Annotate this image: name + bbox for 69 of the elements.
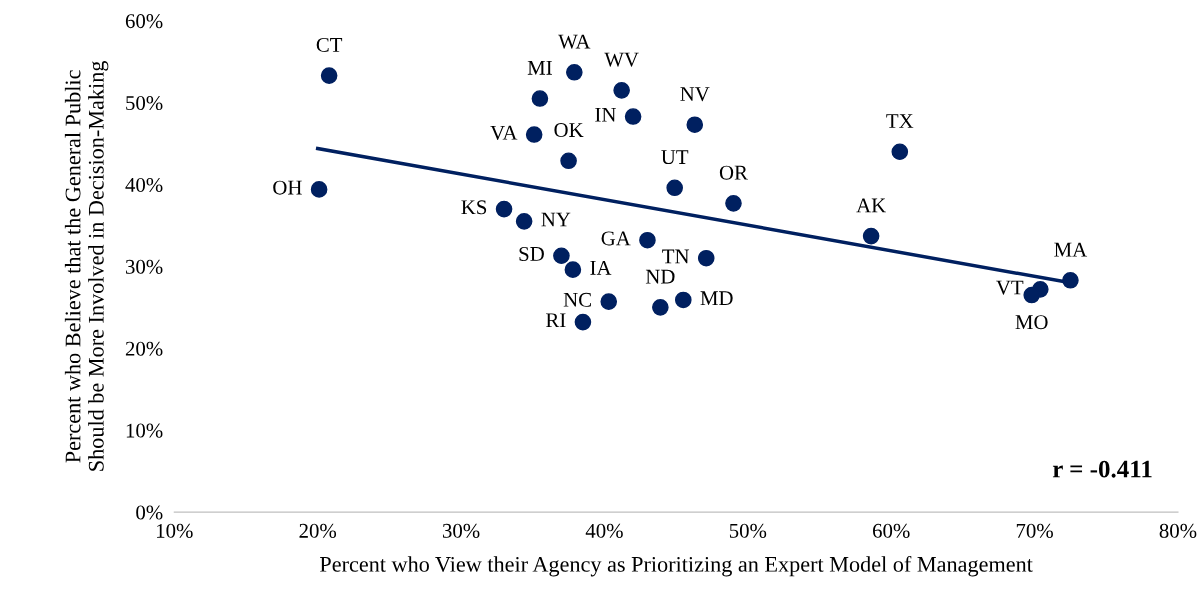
point bbox=[495, 200, 513, 218]
annotation: VT bbox=[996, 280, 1024, 295]
point bbox=[674, 291, 692, 309]
annotation: OR bbox=[719, 165, 748, 180]
point bbox=[652, 299, 669, 316]
point bbox=[574, 313, 592, 331]
point bbox=[320, 67, 338, 84]
y-tick-label: 0% bbox=[136, 505, 163, 520]
annotation: IN bbox=[595, 107, 616, 122]
y-tick-label: 40% bbox=[125, 177, 163, 193]
annotation: RI bbox=[546, 313, 566, 328]
annotation: AK bbox=[856, 198, 886, 213]
x-tick-label: 40% bbox=[585, 523, 623, 538]
point bbox=[525, 126, 543, 143]
annotation: ND bbox=[645, 269, 675, 284]
annotation: MO bbox=[1015, 315, 1048, 330]
annotation: IA bbox=[590, 260, 612, 275]
annotation: UT bbox=[661, 150, 689, 165]
x-tick-label: 30% bbox=[442, 523, 480, 538]
y-axis-title: Percent who Believe that the General Public Should be More Involved in Decision-Making bbox=[64, 60, 109, 471]
point bbox=[862, 227, 880, 245]
x-tick-label: 70% bbox=[1016, 523, 1053, 538]
annotation: VA bbox=[490, 125, 518, 140]
annotation: KS bbox=[461, 200, 487, 215]
point bbox=[891, 143, 909, 161]
x-tick-label: 20% bbox=[299, 523, 337, 538]
annotation: MD bbox=[700, 291, 733, 306]
point bbox=[613, 82, 630, 99]
annotation: OH bbox=[273, 180, 302, 195]
annotation: OK bbox=[554, 123, 584, 138]
point bbox=[697, 249, 715, 267]
y-tick-label: 60% bbox=[125, 14, 163, 29]
y-tick-label: 20% bbox=[125, 341, 163, 356]
point bbox=[666, 179, 683, 197]
point bbox=[564, 261, 582, 278]
y-tick-label: 50% bbox=[126, 95, 163, 111]
point bbox=[560, 152, 577, 170]
point bbox=[639, 231, 656, 249]
x-axis-title: Percent who View their Agency as Prioritizing an Expert Model of Management bbox=[320, 555, 1033, 577]
annotation: MI bbox=[527, 60, 552, 75]
x-tick-label: 10% bbox=[157, 523, 193, 538]
annotation: WA bbox=[558, 34, 591, 49]
point bbox=[1023, 286, 1041, 304]
point bbox=[1062, 272, 1079, 289]
annotation: GA bbox=[601, 231, 631, 246]
point bbox=[531, 90, 549, 107]
point bbox=[624, 108, 642, 125]
x-tick-label: 60% bbox=[873, 523, 910, 538]
y-tick-label: 10% bbox=[126, 423, 163, 438]
point bbox=[553, 247, 570, 265]
point bbox=[515, 213, 533, 230]
y-tick-label: 30% bbox=[125, 259, 163, 274]
annotation: MA bbox=[1054, 242, 1088, 257]
point bbox=[566, 64, 583, 81]
annotation: NC bbox=[563, 292, 591, 307]
annotation: NY bbox=[541, 212, 571, 227]
annotation: SD bbox=[519, 246, 544, 261]
annotation: WV bbox=[604, 52, 639, 67]
annotation: TN bbox=[662, 249, 690, 264]
annotation: NV bbox=[680, 87, 710, 102]
point bbox=[600, 293, 618, 310]
x-tick-label: 80% bbox=[1159, 523, 1197, 538]
annotation: CT bbox=[316, 37, 343, 52]
point bbox=[310, 181, 328, 198]
point bbox=[686, 116, 704, 134]
annotation: TX bbox=[886, 114, 914, 128]
x-tick-label: 50% bbox=[729, 523, 767, 538]
annotation: r = -0.411 bbox=[1052, 460, 1152, 478]
point bbox=[725, 195, 742, 212]
